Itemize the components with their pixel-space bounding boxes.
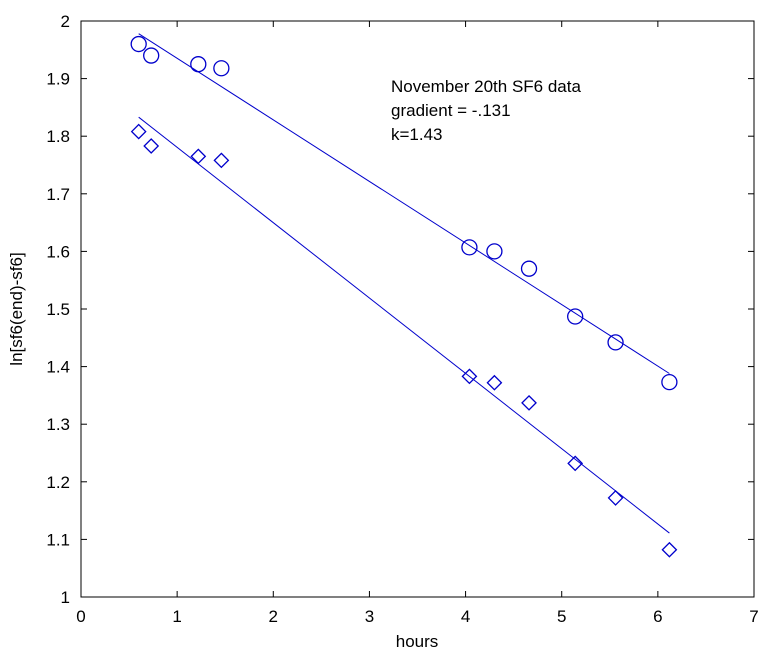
annotation-block: November 20th SF6 data gradient = -.131 … (391, 77, 581, 144)
y-tick-label: 1.5 (46, 300, 70, 319)
x-tick-label: 4 (461, 607, 470, 626)
y-tick-label: 1.7 (46, 185, 70, 204)
y-tick-label: 2 (61, 12, 70, 31)
fit-line-circle (138, 33, 670, 374)
axis-ticks: 0 1 2 3 4 5 6 711.11.21.31.41.51.61.71.81.92 (46, 12, 758, 626)
data-point-circle (661, 374, 678, 391)
x-tick-label: 5 (557, 607, 566, 626)
x-axis-label: hours (396, 632, 439, 651)
x-tick-label: 7 (749, 607, 758, 626)
x-tick-label: 1 (172, 607, 181, 626)
data-point-diamond (143, 138, 160, 154)
data-point-circle (567, 308, 584, 325)
annotation-title: November 20th SF6 data (391, 77, 581, 96)
y-tick-label: 1.6 (46, 242, 70, 261)
data-point-diamond (190, 148, 207, 165)
data-point-circle (130, 35, 147, 53)
data-point-circle (461, 239, 478, 256)
y-axis-label: ln[sf6(end)-sf6] (7, 252, 26, 365)
data-point-diamond (661, 541, 678, 558)
y-tick-label: 1.2 (46, 473, 70, 492)
data-point-diamond (213, 152, 230, 169)
x-tick-label: 6 (653, 607, 662, 626)
data-point-circle (486, 243, 503, 260)
y-tick-label: 1.3 (46, 415, 70, 434)
x-tick-label: 3 (365, 607, 374, 626)
data-point-diamond (130, 123, 147, 140)
data-points (130, 35, 678, 558)
data-point-diamond (486, 374, 503, 391)
x-tick-label: 0 (76, 607, 85, 626)
data-point-diamond (521, 394, 537, 411)
y-tick-label: 1.1 (46, 530, 70, 549)
data-point-circle (190, 56, 207, 73)
data-point-circle (143, 47, 160, 64)
data-point-diamond (607, 490, 624, 506)
fit-line-diamond (138, 116, 670, 534)
data-point-circle (213, 60, 230, 77)
y-tick-label: 1.8 (46, 127, 70, 146)
annotation-k: k=1.43 (391, 125, 443, 144)
data-point-diamond (461, 368, 478, 385)
data-point-diamond (567, 455, 584, 472)
data-point-circle (520, 260, 538, 277)
y-tick-label: 1 (61, 588, 70, 607)
annotation-gradient: gradient = -.131 (391, 101, 511, 120)
data-point-circle (607, 334, 624, 351)
x-tick-label: 2 (269, 607, 278, 626)
y-tick-label: 1.4 (46, 358, 70, 377)
y-tick-label: 1.9 (46, 70, 70, 89)
